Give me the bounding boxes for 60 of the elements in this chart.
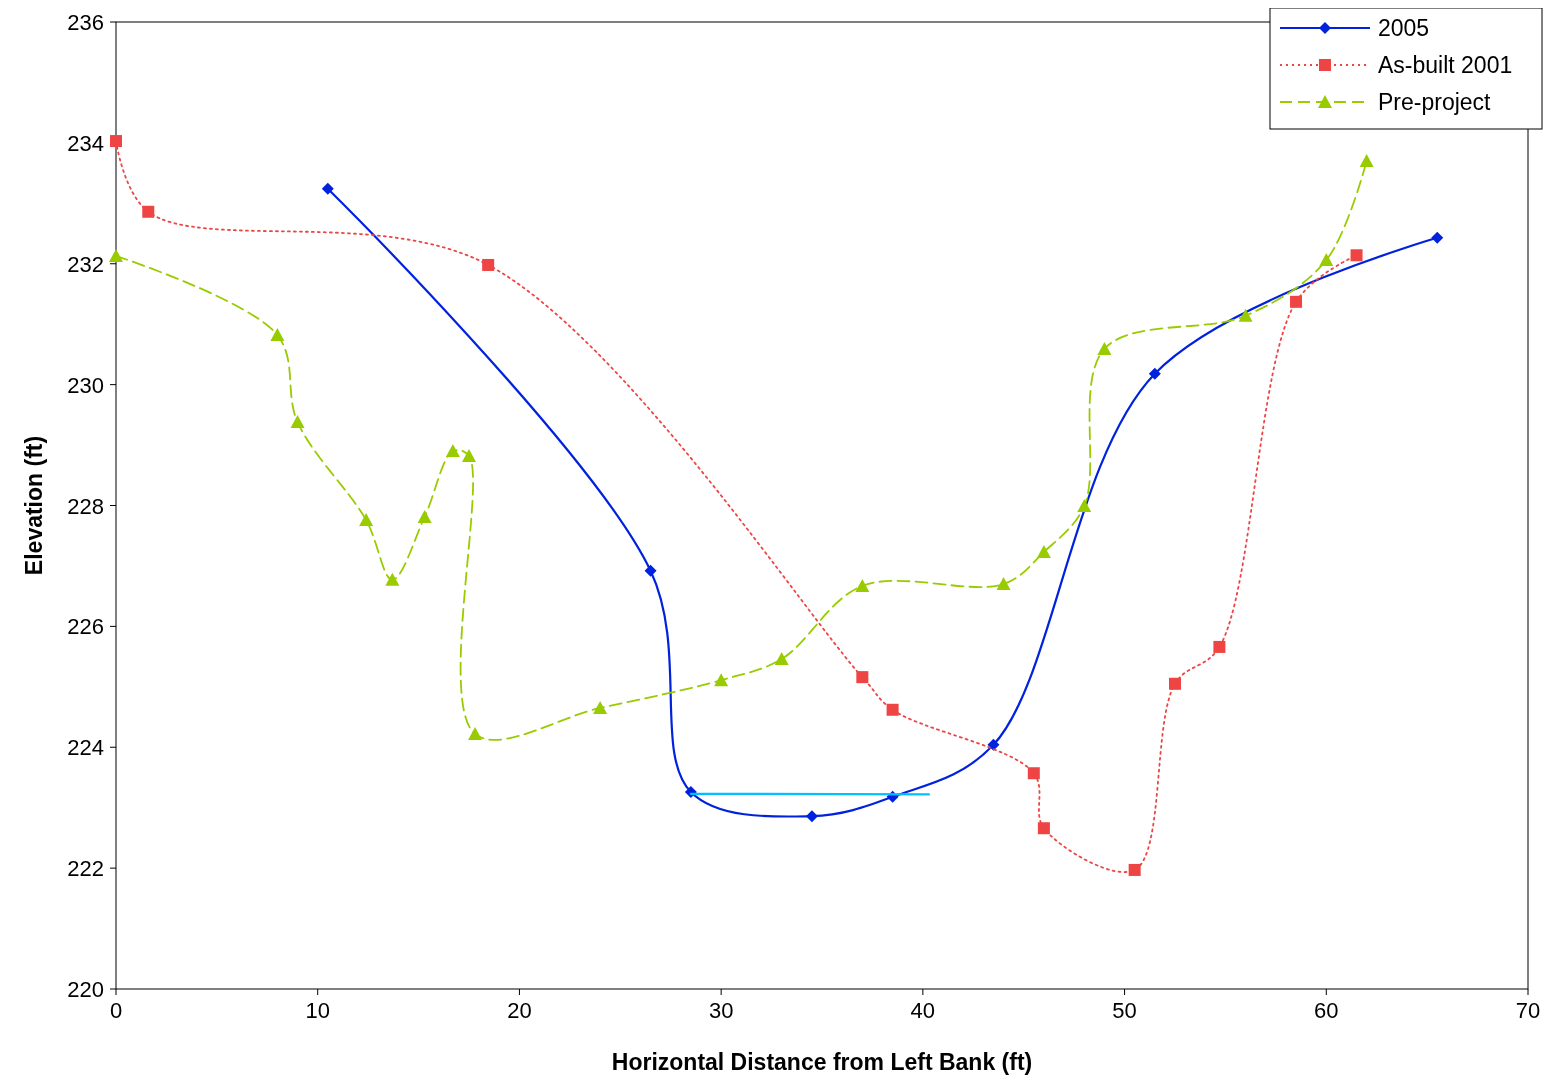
- point: [774, 652, 789, 666]
- point: [996, 577, 1011, 591]
- point: [1319, 253, 1334, 267]
- point: [1290, 295, 1303, 308]
- y-tick-label: 232: [67, 251, 104, 277]
- x-tick-label: 0: [109, 998, 123, 1023]
- y-tick-label: 222: [67, 856, 104, 882]
- legend-label: Pre-project: [1378, 89, 1492, 115]
- point: [290, 415, 305, 429]
- y-tick-label: 228: [67, 493, 104, 519]
- point: [1431, 231, 1444, 244]
- y-tick-label: 220: [67, 977, 104, 1002]
- point: [1128, 863, 1141, 876]
- x-tick-label: 40: [910, 998, 936, 1023]
- point: [270, 328, 285, 342]
- x-tick-label: 50: [1112, 998, 1137, 1023]
- point: [385, 572, 400, 586]
- point: [445, 444, 460, 458]
- point: [1037, 822, 1050, 835]
- point: [987, 738, 1000, 751]
- point: [321, 182, 334, 195]
- point: [1350, 249, 1363, 262]
- x-tick-label: 10: [305, 998, 330, 1023]
- point: [644, 564, 657, 577]
- point: [714, 673, 729, 687]
- y-tick-label: 224: [67, 735, 104, 761]
- legend-label: As-built 2001: [1378, 52, 1513, 78]
- point: [359, 513, 374, 527]
- x-tick-label: 30: [708, 998, 734, 1023]
- legend-label: 2005: [1378, 15, 1430, 41]
- point: [468, 726, 483, 740]
- point: [1036, 545, 1051, 559]
- point: [593, 700, 608, 714]
- point: [1148, 367, 1161, 380]
- point: [886, 703, 899, 716]
- y-tick-label: 226: [67, 614, 104, 640]
- point: [1027, 767, 1040, 780]
- point: [856, 671, 869, 684]
- y-tick-label: 236: [67, 10, 104, 35]
- x-axis-title: Horizontal Distance from Left Bank (ft): [611, 1049, 1033, 1075]
- x-tick-label: 20: [507, 998, 532, 1023]
- point: [109, 248, 123, 262]
- x-tick-label: 60: [1314, 998, 1339, 1023]
- x-tick-label: 70: [1515, 998, 1541, 1023]
- point: [417, 509, 432, 523]
- point: [855, 578, 870, 592]
- point: [482, 258, 495, 271]
- y-tick-label: 230: [67, 372, 104, 398]
- point: [1169, 677, 1181, 690]
- point: [805, 810, 818, 823]
- point: [462, 448, 476, 462]
- point: [1077, 499, 1092, 513]
- point: [1359, 154, 1374, 168]
- point: [142, 205, 155, 218]
- point: [1213, 640, 1226, 653]
- y-tick-label: 234: [67, 130, 104, 156]
- point: [1238, 308, 1253, 322]
- y-axis-title: Elevation (ft): [21, 435, 47, 576]
- point: [1097, 341, 1112, 355]
- point: [110, 135, 122, 148]
